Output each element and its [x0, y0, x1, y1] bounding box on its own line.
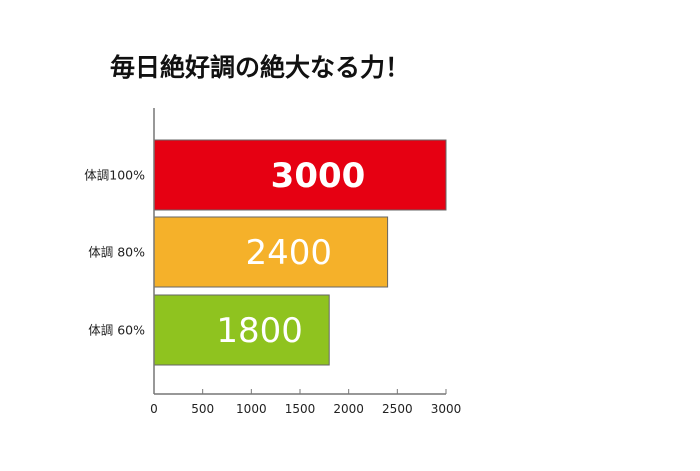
x-tick-label-3: 1500 [285, 402, 316, 416]
chart-title: 毎日絶好調の絶大なる力！ [110, 53, 410, 82]
x-tick-label-0: 0 [150, 402, 158, 416]
category-label-2: 体調 80% [88, 245, 145, 260]
bar-value-label-2: 2400 [246, 233, 333, 273]
x-tick-label-6: 3000 [431, 402, 462, 416]
x-tick-label-2: 1000 [236, 402, 267, 416]
bars-layer: 体調100% 3000 体調 80% 2400 体調 60% 1800 [84, 139, 447, 366]
category-label-1: 体調100% [84, 168, 145, 183]
bar-2 [153, 216, 389, 288]
category-label-3: 体調 60% [88, 323, 145, 338]
bar-value-label-1: 3000 [271, 156, 366, 196]
x-tick-label-4: 2000 [333, 402, 364, 416]
x-tick-label-1: 500 [191, 402, 214, 416]
bar-3 [153, 294, 330, 366]
x-tick-label-5: 2500 [382, 402, 413, 416]
axis-layer: 0 500 1000 1500 2000 2500 3000 [150, 108, 461, 416]
bar-1 [153, 139, 447, 211]
bar-value-label-3: 1800 [216, 311, 303, 351]
